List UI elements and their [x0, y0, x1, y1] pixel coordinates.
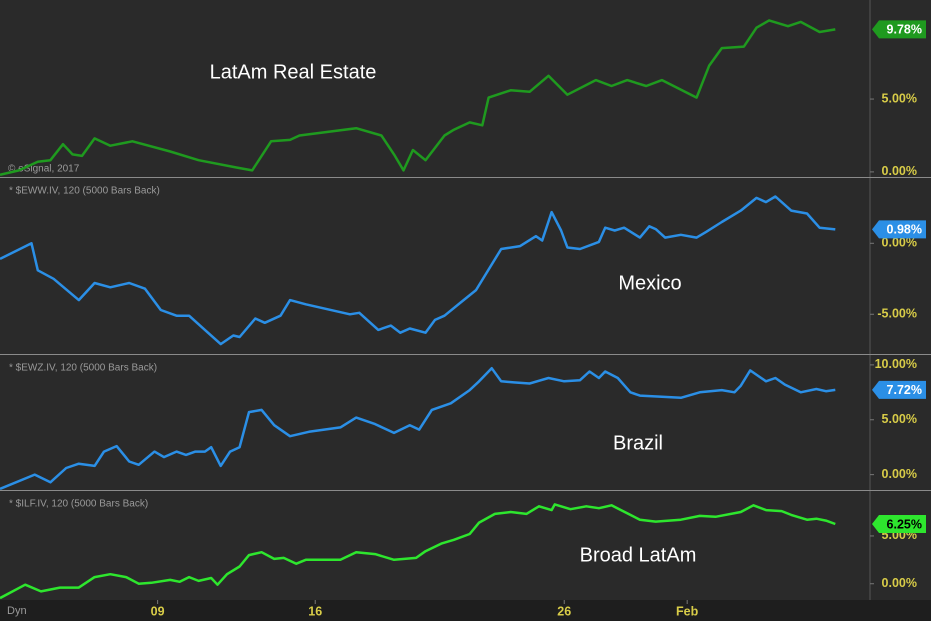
last-value-label: 6.25% [887, 517, 922, 531]
last-value-badge [872, 20, 926, 39]
last-value-badge [872, 220, 926, 239]
panel-header: * $EWW.IV, 120 (5000 Bars Back) [9, 186, 160, 197]
x-tick-label: 26 [557, 604, 571, 618]
price-line [0, 195, 836, 346]
panel-header: * $ILF.IV, 120 (5000 Bars Back) [9, 499, 148, 510]
x-tick-label: 09 [151, 604, 165, 618]
panel-annotation: LatAm Real Estate [210, 61, 377, 83]
x-tick-label: Feb [676, 604, 699, 618]
panel-annotation: Broad LatAm [580, 544, 697, 566]
last-value-badge [872, 380, 926, 399]
x-axis-strip [0, 600, 931, 621]
y-tick-label: -5.00% [877, 307, 917, 321]
y-tick-label: 0.00% [882, 576, 917, 590]
last-value-label: 9.78% [887, 23, 922, 37]
panel-annotation: Mexico [618, 272, 681, 294]
panel-annotation: Brazil [613, 432, 663, 454]
y-tick-label: 5.00% [882, 91, 917, 105]
y-tick-label: 0.00% [882, 467, 917, 481]
last-value-badge [872, 514, 926, 533]
panel-header: * $EWZ.IV, 120 (5000 Bars Back) [9, 363, 157, 374]
price-line [0, 19, 836, 177]
x-tick-label: 16 [308, 604, 322, 618]
last-value-label: 7.72% [887, 383, 922, 397]
corner-label: Dyn [7, 605, 27, 617]
y-tick-label: 0.00% [882, 236, 917, 250]
y-tick-label: 10.00% [875, 357, 917, 371]
price-line [0, 503, 836, 600]
y-tick-label: 0.00% [882, 164, 917, 178]
price-line [0, 366, 836, 490]
y-tick-label: 5.00% [882, 412, 917, 426]
credit: © eSignal, 2017 [8, 164, 80, 175]
last-value-label: 0.98% [887, 223, 922, 237]
